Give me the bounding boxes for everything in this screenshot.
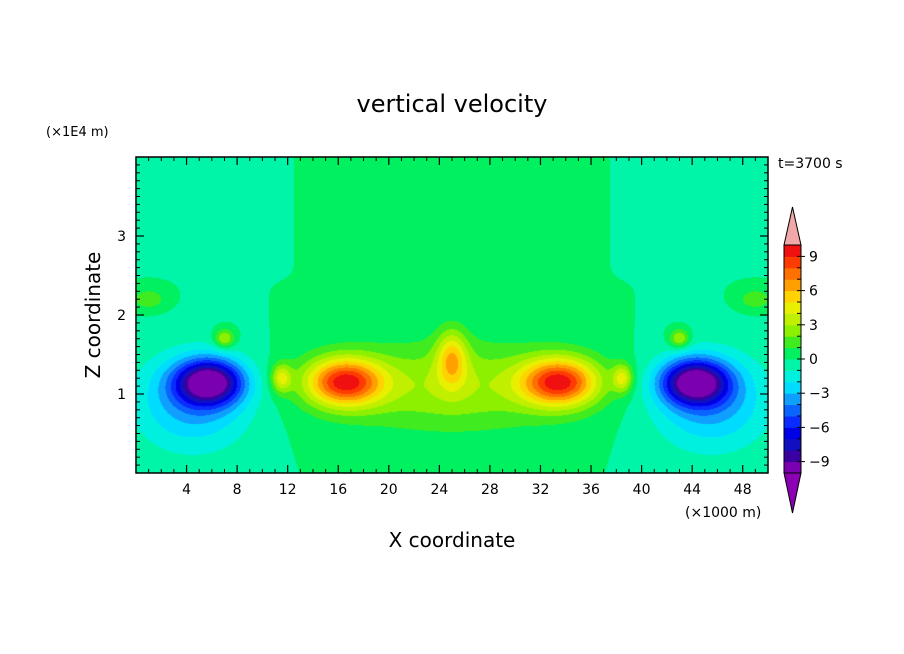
colorbar-band — [784, 256, 801, 269]
y-axis-label: Z coordinate — [81, 252, 105, 379]
colorbar-band — [784, 336, 801, 349]
x-tick-label: 28 — [481, 482, 499, 498]
colorbar-band — [784, 245, 801, 257]
x-tick-label: 12 — [279, 482, 297, 498]
x-tick-label: 48 — [734, 482, 752, 498]
colorbar-band — [784, 290, 801, 303]
contour-field-raster — [136, 157, 768, 473]
x-axis-label: X coordinate — [389, 528, 516, 552]
colorbar-tick-label: 0 — [809, 352, 818, 368]
x-tick-label: 8 — [233, 482, 242, 498]
colorbar — [783, 206, 805, 514]
colorbar-tick-label: 9 — [809, 249, 818, 265]
x-tick-label: 16 — [329, 482, 347, 498]
contour-field — [136, 157, 768, 473]
x-tick-label: 40 — [633, 482, 651, 498]
colorbar-over-arrow — [783, 206, 802, 246]
x-tick-label: 32 — [532, 482, 550, 498]
colorbar-band — [784, 359, 801, 371]
y-tick-label: 2 — [117, 308, 126, 324]
x-tick-label: 36 — [582, 482, 600, 498]
colorbar-band — [784, 427, 801, 440]
colorbar-band — [784, 416, 801, 428]
y-tick-label: 3 — [117, 229, 126, 245]
colorbar-band — [784, 279, 801, 292]
colorbar-tick-label: −9 — [809, 455, 830, 471]
colorbar-tick-label: −3 — [809, 386, 830, 402]
colorbar-tick-label: 3 — [809, 318, 818, 334]
colorbar-band — [784, 393, 801, 406]
colorbar-band — [784, 347, 801, 360]
x-tick-labels: 4 8 12 16 20 24 28 32 36 40 44 48 — [182, 482, 752, 498]
colorbar-band — [784, 404, 801, 417]
time-label: t=3700 s — [778, 156, 843, 172]
colorbar-band — [784, 302, 801, 314]
colorbar-band — [784, 450, 801, 463]
colorbar-under-arrow — [783, 472, 802, 514]
x-tick-label: 44 — [683, 482, 701, 498]
colorbar-band — [784, 381, 801, 394]
colorbar-tick-label: −6 — [809, 420, 830, 436]
y-tick-labels: 1 2 3 — [117, 229, 126, 403]
x-tick-label: 20 — [380, 482, 398, 498]
colorbar-band — [784, 438, 801, 451]
axis-ticks — [136, 157, 768, 473]
x-tick-label: 4 — [182, 482, 191, 498]
colorbar-tick-label: 6 — [809, 284, 818, 300]
colorbar-tick-labels: −9 −6 −3 0 3 6 9 — [809, 249, 830, 470]
y-tick-label: 1 — [117, 387, 126, 403]
colorbar-band — [784, 313, 801, 326]
colorbar-band — [784, 267, 801, 280]
x-tick-label: 24 — [430, 482, 448, 498]
x-unit-label: (×1000 m) — [685, 505, 761, 521]
colorbar-band — [784, 461, 801, 474]
colorbar-band — [784, 370, 801, 383]
colorbar-band — [784, 324, 801, 337]
chart-title: vertical velocity — [357, 90, 548, 118]
y-unit-label: (×1E4 m) — [46, 125, 109, 140]
